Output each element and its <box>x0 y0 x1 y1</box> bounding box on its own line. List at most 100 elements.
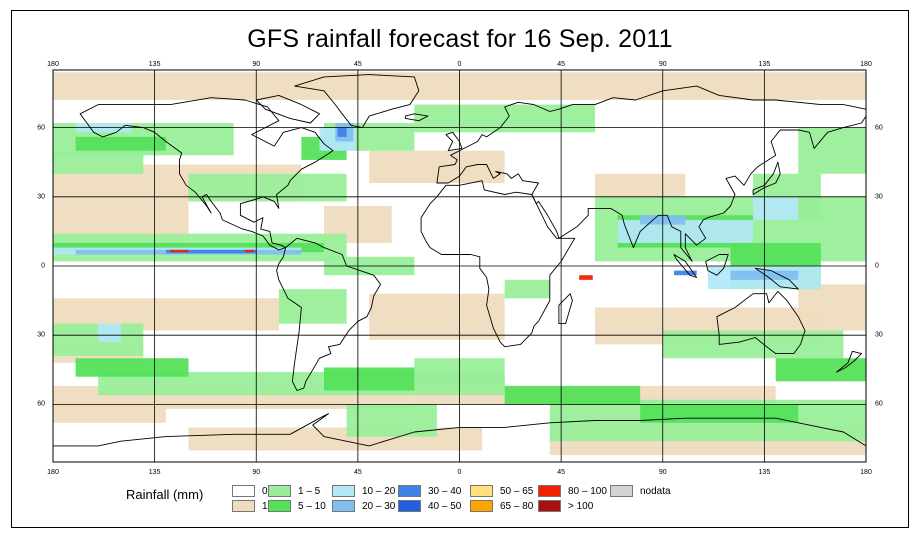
rainfall-patch <box>579 275 593 280</box>
longitude-label-bottom: 180 <box>47 469 59 476</box>
rainfall-patch <box>369 150 505 183</box>
uk-outline <box>445 131 463 152</box>
rainfall-patch <box>369 293 505 340</box>
legend-label: 30 – 40 <box>428 485 462 497</box>
longitude-label-bottom: 135 <box>758 469 771 476</box>
latitude-label-left: 0 <box>41 262 45 270</box>
legend-label: 20 – 30 <box>362 500 396 512</box>
rainfall-patch <box>504 279 550 299</box>
latitude-label-left: 60 <box>37 400 45 408</box>
longitude-label-top: 135 <box>148 61 161 68</box>
rainfall-patch <box>414 104 595 133</box>
new-zealand-outline <box>836 350 862 373</box>
legend-swatch <box>470 500 493 512</box>
rainfall-patch <box>278 289 347 324</box>
legend-item: 1 <box>232 500 268 512</box>
legend-swatch <box>232 485 255 497</box>
legend-swatch <box>538 500 561 512</box>
rainfall-patch <box>53 404 166 423</box>
madagascar-outline <box>558 293 573 325</box>
rainfall-patch <box>504 385 641 405</box>
legend-swatch <box>268 485 291 497</box>
legend-item: nodata <box>610 485 671 497</box>
antarctica-outline <box>52 413 867 463</box>
rainfall-patch <box>798 127 866 174</box>
legend-label: 10 – 20 <box>362 485 396 497</box>
latitude-label-left: 30 <box>37 331 45 339</box>
rainfall-patch <box>244 249 254 253</box>
longitude-label-top: 90 <box>252 61 261 68</box>
latitude-label-right: 0 <box>875 262 879 270</box>
map-border <box>52 69 867 463</box>
rainfall-patch <box>775 358 866 382</box>
rainfall-patch <box>98 323 121 343</box>
legend-item: 50 – 65 <box>470 485 533 497</box>
longitude-label-bottom: 90 <box>252 469 261 476</box>
longitude-label-bottom: 135 <box>148 469 161 476</box>
longitude-label-top: 135 <box>758 61 771 68</box>
legend-swatch <box>398 500 421 512</box>
rainfall-patch <box>75 136 166 151</box>
legend-item: 1 – 5 <box>268 485 320 497</box>
rainfall-patch <box>662 330 844 359</box>
longitude-label-top: 0 <box>457 61 462 68</box>
africa-outline <box>420 180 576 348</box>
legend-swatch <box>332 485 355 497</box>
latitude-label-right: 60 <box>875 400 883 408</box>
south-america-outline <box>276 237 381 391</box>
longitude-label-bottom: 45 <box>557 469 566 476</box>
legend-item: 65 – 80 <box>470 500 533 512</box>
legend-item: 30 – 40 <box>398 485 461 497</box>
legend-swatch <box>398 485 421 497</box>
legend-label: 5 – 10 <box>298 500 326 512</box>
north-america-outline <box>79 97 334 251</box>
latitude-label-left: 60 <box>37 124 45 132</box>
legend-label: 50 – 65 <box>500 485 534 497</box>
legend-label: 65 – 80 <box>500 500 534 512</box>
longitude-label-bottom: 0 <box>457 469 462 476</box>
rainfall-patch <box>640 404 799 423</box>
rainfall-patch <box>346 404 437 437</box>
longitude-label-bottom: 90 <box>658 469 667 476</box>
legend-swatch <box>610 485 633 497</box>
rainfall-patch <box>75 358 189 377</box>
rainfall-patch <box>674 270 697 276</box>
latitude-label-right: 30 <box>875 193 883 201</box>
legend-label: 80 – 100 <box>568 485 607 497</box>
iceland-outline <box>404 113 429 122</box>
longitude-label-bottom: 45 <box>353 469 362 476</box>
baffin-island-outline <box>255 94 320 124</box>
legend-item: 10 – 20 <box>332 485 395 497</box>
legend-label: 40 – 50 <box>428 500 462 512</box>
legend-item: 80 – 100 <box>538 485 607 497</box>
legend-item: 0 <box>232 485 268 497</box>
new-guinea-outline <box>754 267 799 290</box>
rainfall-patch <box>165 249 257 254</box>
rainfall-patch <box>337 127 347 137</box>
legend-swatch <box>332 500 355 512</box>
legend-label: 1 <box>262 500 268 512</box>
greenland-outline <box>294 74 420 129</box>
legend-label: > 100 <box>568 500 594 512</box>
longitude-label-top: 180 <box>47 61 59 68</box>
latitude-label-left: 30 <box>37 193 45 201</box>
rainfall-patch <box>170 249 189 253</box>
longitude-label-top: 45 <box>353 61 362 68</box>
figure-frame <box>11 10 909 528</box>
legend-swatch <box>268 500 291 512</box>
legend-label: 0 <box>262 485 268 497</box>
japan-outline <box>752 161 781 195</box>
rainfall-patch <box>53 150 144 174</box>
legend-swatch <box>470 485 493 497</box>
rainfall-patch <box>324 367 415 391</box>
legend-item: 20 – 30 <box>332 500 395 512</box>
longitude-label-bottom: 180 <box>860 469 872 476</box>
rainfall-patch <box>798 284 866 331</box>
legend-item: > 100 <box>538 500 593 512</box>
legend-title: Rainfall (mm) <box>126 487 204 502</box>
legend-item: 5 – 10 <box>268 500 326 512</box>
rainfall-patch <box>595 173 686 197</box>
longitude-label-top: 180 <box>860 61 872 68</box>
australia-outline <box>716 290 806 355</box>
